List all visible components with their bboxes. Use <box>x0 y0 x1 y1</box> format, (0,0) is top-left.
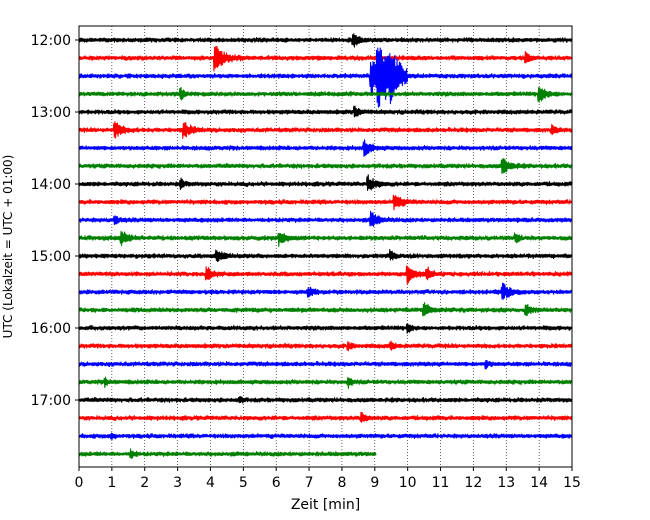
x-tick-label: 14 <box>530 475 548 491</box>
x-tick-label: 8 <box>337 475 346 491</box>
x-tick-label: 10 <box>399 475 417 491</box>
x-tick-label: 15 <box>563 475 581 491</box>
y-tick-label: 12:00 <box>31 33 71 49</box>
x-axis-label: Zeit [min] <box>291 497 360 513</box>
trace-1730 <box>78 432 573 441</box>
x-tick-label: 12 <box>464 475 482 491</box>
trace-1415 <box>78 194 573 211</box>
y-axis-ticks: 12:00 13:00 14:00 15:00 16:00 17:00 <box>31 33 79 409</box>
trace-1300 <box>78 105 573 118</box>
y-tick-label: 17:00 <box>31 393 71 409</box>
trace-1400 <box>78 174 573 191</box>
x-tick-label: 2 <box>140 475 149 491</box>
trace-1245 <box>78 86 573 103</box>
trace-1200 <box>78 33 573 48</box>
x-axis-ticks: 0 1 2 3 4 5 6 7 8 9 10 11 12 13 14 15 <box>75 467 581 491</box>
y-tick-label: 15:00 <box>31 249 71 265</box>
x-tick-label: 13 <box>497 475 515 491</box>
trace-1615 <box>78 340 573 352</box>
trace-1330 <box>78 139 573 157</box>
trace-1745 <box>78 448 377 459</box>
trace-1515 <box>78 265 573 285</box>
y-tick-label: 16:00 <box>31 321 71 337</box>
trace-1530 <box>78 282 573 300</box>
trace-1215 <box>78 45 573 72</box>
trace-1630 <box>78 359 573 370</box>
trace-1445 <box>78 230 573 248</box>
trace-1230 <box>78 47 573 108</box>
y-tick-label: 13:00 <box>31 105 71 121</box>
x-tick-label: 3 <box>173 475 182 491</box>
trace-1645 <box>78 376 573 389</box>
trace-1545 <box>78 302 573 317</box>
y-axis-label: UTC (Lokalzeit = UTC + 01:00) <box>1 155 15 339</box>
trace-1315 <box>78 121 573 140</box>
x-tick-label: 6 <box>272 475 281 491</box>
trace-1430 <box>78 210 573 227</box>
trace-1715 <box>78 411 573 423</box>
x-tick-label: 9 <box>370 475 379 491</box>
trace-1700 <box>78 395 573 404</box>
trace-1500 <box>78 249 573 263</box>
y-tick-label: 14:00 <box>31 177 71 193</box>
x-tick-label: 4 <box>206 475 215 491</box>
x-tick-label: 7 <box>305 475 314 491</box>
plot-frame <box>78 25 573 468</box>
trace-series <box>78 33 573 459</box>
trace-1600 <box>78 323 573 334</box>
x-tick-label: 5 <box>239 475 248 491</box>
x-tick-label: 1 <box>107 475 116 491</box>
trace-1345 <box>78 158 573 175</box>
x-tick-label: 11 <box>432 475 450 491</box>
x-tick-label: 0 <box>75 475 84 491</box>
